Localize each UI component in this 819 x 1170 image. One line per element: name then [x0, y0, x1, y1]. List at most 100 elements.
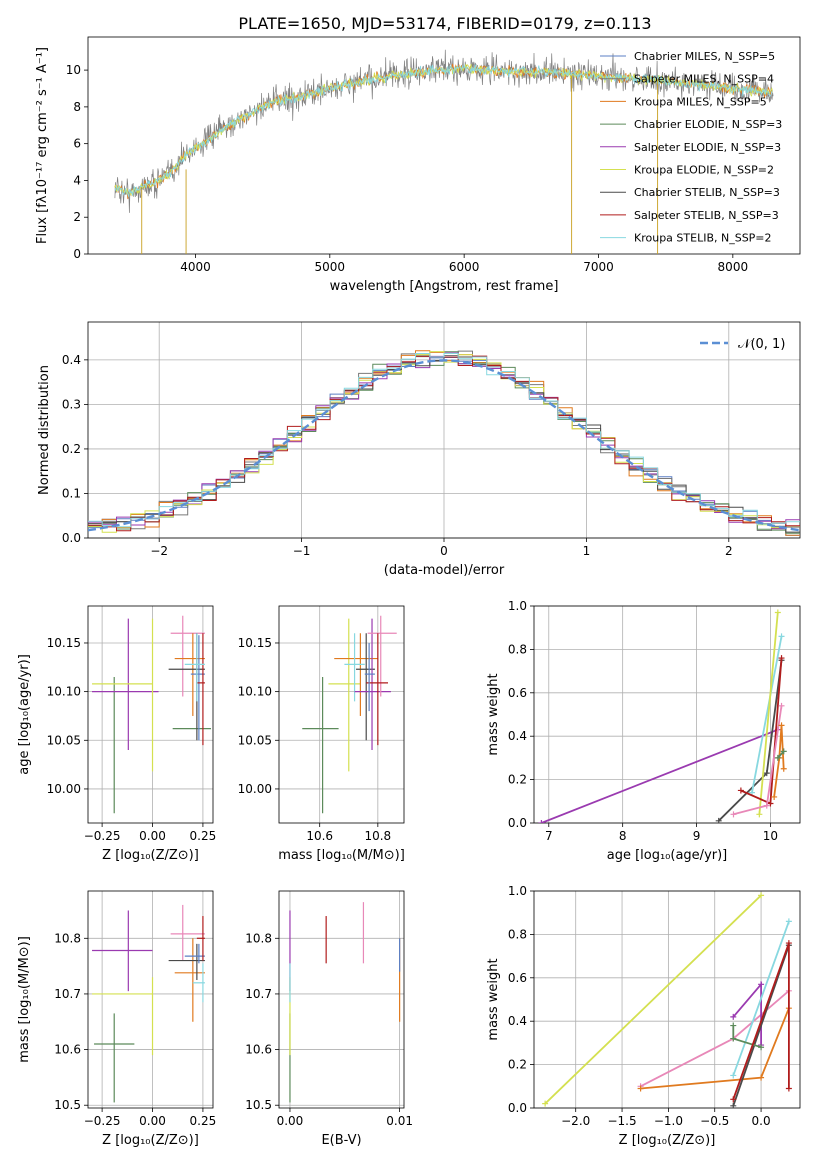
axes-frame: [87, 890, 214, 1109]
axes-frame: [278, 890, 405, 1109]
y-tick-label: 0.4: [62, 353, 81, 367]
panel-age_vs_mass: 10.6 10.8 10.00 10.05 10.10 10.15 mass [log₁₀(…: [238, 605, 405, 863]
y-tick-label: 0.8: [508, 927, 527, 941]
data-point-marker: [774, 609, 781, 616]
normal-curve: [88, 359, 800, 532]
data-point-marker: [730, 1035, 737, 1042]
plot-area: [302, 615, 397, 814]
y-tick-label: 1.0: [508, 884, 527, 898]
x-tick-label: 5000: [315, 260, 346, 274]
y-tick-label: 8: [73, 100, 81, 114]
legend-entry: Chabrier STELIB, N_SSP=3: [634, 186, 780, 199]
y-tick-label: 10.5: [245, 1098, 272, 1112]
x-tick-label: −1: [293, 544, 311, 558]
x-tick-label: −0.5: [700, 1114, 729, 1128]
y-tick-label: 0.2: [62, 442, 81, 456]
legend-entry: Salpeter STELIB, N_SSP=3: [634, 209, 779, 222]
x-axis-label: age [log₁₀(age/yr)]: [607, 848, 728, 863]
mass-weight-line: [544, 894, 762, 1105]
data-point-marker: [778, 633, 785, 640]
y-tick-label: 0.1: [62, 486, 81, 500]
data-point-marker: [758, 1044, 765, 1051]
legend-entry: Salpeter ELODIE, N_SSP=3: [634, 141, 781, 154]
model-line: [114, 63, 773, 198]
data-point-marker: [730, 1096, 737, 1103]
x-tick-label: 0.00: [139, 1114, 166, 1128]
x-axis-label: Z [log₁₀(Z/Z⊙)]: [102, 1133, 199, 1148]
mass-weight-line: [777, 750, 785, 759]
y-tick-label: 2: [73, 210, 81, 224]
x-axis-label: Z [log₁₀(Z/Z⊙)]: [102, 848, 199, 863]
y-axis-label: Normed distribution: [37, 365, 52, 495]
x-tick-label: 0.25: [190, 1114, 217, 1128]
mass-weight-line: [541, 728, 779, 823]
y-tick-label: 0.8: [508, 642, 527, 656]
y-tick-label: 0.0: [508, 816, 527, 830]
x-tick-label: 6000: [449, 260, 480, 274]
data-point-marker: [542, 1100, 549, 1107]
y-tick-label: 0.2: [508, 773, 527, 787]
y-axis-label: mass weight: [486, 958, 501, 1040]
y-tick-label: 10.00: [47, 782, 81, 796]
x-tick-label: 0.00: [139, 829, 166, 843]
legend-entry: Salpeter MILES, N_SSP=4: [634, 73, 774, 86]
x-tick-label: 0.00: [277, 1114, 304, 1128]
data-point-marker: [730, 811, 737, 818]
y-tick-label: 0.0: [508, 1101, 527, 1115]
panel-mass_vs_ebv: 0.00 0.01 10.5 10.6 10.7 10.8 E(B-V): [245, 890, 413, 1148]
y-tick-label: 10.10: [238, 685, 272, 699]
y-tick-label: 0.2: [508, 1058, 527, 1072]
panel-age_vs_Z: −0.25 0.00 0.25 10.00 10.05 10.10 10.15 Z [log₁…: [17, 605, 217, 863]
x-tick-label: 10.8: [364, 829, 391, 843]
data-point-marker: [780, 748, 787, 755]
data-point-marker: [778, 702, 785, 709]
y-tick-label: 0: [73, 247, 81, 261]
x-tick-label: 8: [619, 829, 627, 843]
plot-area: [114, 49, 774, 254]
x-tick-label: 10: [763, 829, 778, 843]
data-point-marker: [785, 918, 792, 925]
y-tick-label: 10.15: [47, 636, 81, 650]
y-tick-label: 10.00: [238, 782, 272, 796]
legend-entry: 𝒩(0, 1): [738, 337, 785, 352]
y-tick-label: 10.15: [238, 636, 272, 650]
panel-spectrum: 4000 5000 6000 7000 8000 0 2 4 6 8 10 wavelength [A…: [35, 36, 801, 294]
x-tick-label: 7: [545, 829, 553, 843]
data-point-marker: [730, 1072, 737, 1079]
y-tick-label: 10: [66, 63, 81, 77]
y-tick-label: 0.6: [508, 971, 527, 985]
legend-entry: Kroupa ELODIE, N_SSP=2: [634, 164, 774, 177]
x-tick-label: −1.0: [654, 1114, 683, 1128]
y-axis-label: mass weight: [486, 673, 501, 755]
x-tick-label: 7000: [583, 260, 614, 274]
x-axis-label: mass [log₁₀(M/M⊙)]: [278, 848, 405, 863]
y-tick-label: 0.6: [508, 686, 527, 700]
x-tick-label: −2: [150, 544, 168, 558]
mass-weight-line: [773, 725, 785, 798]
data-point-marker: [771, 793, 778, 800]
y-tick-label: 10.6: [245, 1043, 272, 1057]
y-tick-label: 10.6: [54, 1043, 81, 1057]
panel-mass_vs_Z: −0.25 0.00 0.25 10.5 10.6 10.7 10.8 Z [log₁₀(Z/…: [17, 890, 217, 1148]
axes-frame: [87, 605, 214, 824]
plot-area: [88, 350, 800, 536]
data-point-marker: [756, 811, 763, 818]
data-point-marker: [785, 1085, 792, 1092]
plot-area: [92, 904, 205, 1103]
x-tick-label: 4000: [180, 260, 211, 274]
plot-area: [538, 609, 787, 823]
y-tick-label: 10.8: [54, 931, 81, 945]
y-tick-label: 4: [73, 173, 81, 187]
x-tick-label: 0.25: [190, 829, 217, 843]
x-tick-label: −1.5: [607, 1114, 636, 1128]
axes-frame: [87, 321, 801, 539]
data-point-marker: [758, 981, 765, 988]
y-tick-label: 1.0: [508, 599, 527, 613]
axes-frame: [278, 605, 405, 824]
y-tick-label: 10.8: [245, 931, 272, 945]
x-axis-label: wavelength [Angstrom, rest frame]: [330, 279, 559, 294]
data-point-marker: [763, 802, 770, 809]
y-tick-label: 0.4: [508, 729, 527, 743]
y-tick-label: 10.05: [47, 733, 81, 747]
